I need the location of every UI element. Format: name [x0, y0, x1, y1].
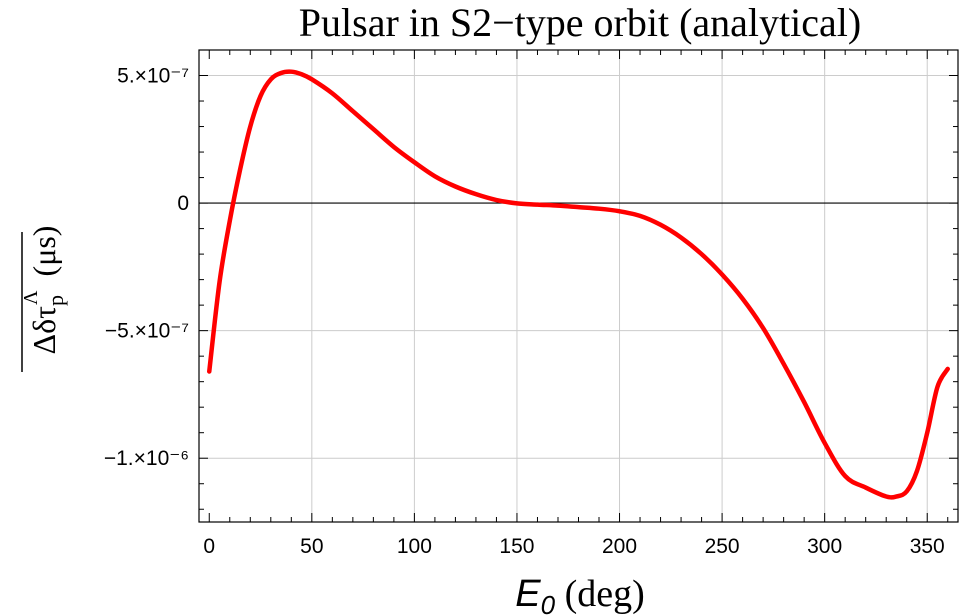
plot-frame [198, 49, 959, 523]
x-axis-label: E0 (deg) [515, 573, 645, 616]
x-tick-label: 350 [910, 535, 945, 558]
x-tick-label: 300 [807, 535, 842, 558]
y-tick-label: −1.×10⁻⁶ [104, 447, 189, 470]
y-axis-label-sub: p [43, 295, 68, 306]
y-axis-label-main: Δδτ [26, 306, 62, 355]
svg-text:ΔδτpΛ(μs): ΔδτpΛ (μs) [20, 226, 68, 355]
chart-title: Pulsar in S2−type orbit (analytical) [299, 0, 861, 45]
x-tick-label: 100 [397, 535, 432, 558]
y-axis-label-sup: Λ [20, 290, 42, 305]
y-tick-label: 0 [177, 192, 189, 215]
axis-ticks [199, 49, 958, 522]
x-axis-label-unit: (deg) [555, 573, 645, 615]
x-tick-label: 150 [499, 535, 534, 558]
y-tick-label: −5.×10⁻⁷ [105, 320, 189, 343]
data-curve [207, 69, 950, 500]
x-tick-label: 50 [300, 535, 323, 558]
x-tick-label: 200 [602, 535, 637, 558]
x-tick-label: 0 [203, 535, 215, 558]
x-tick-label: 250 [705, 535, 740, 558]
axis-tick-labels: 0 50 100 150 200 250 300 350 5.×10⁻⁷ 0 −5.×10⁻⁷ −1.… [104, 65, 945, 558]
y-axis-label-unit: (μs) [26, 226, 62, 277]
grid-lines [199, 50, 958, 522]
y-axis-label: ΔδτpΛ (μs) [20, 226, 68, 355]
y-tick-label: 5.×10⁻⁷ [117, 65, 189, 88]
x-axis-label-sub: 0 [541, 590, 556, 616]
x-axis-label-main: E [515, 573, 541, 615]
